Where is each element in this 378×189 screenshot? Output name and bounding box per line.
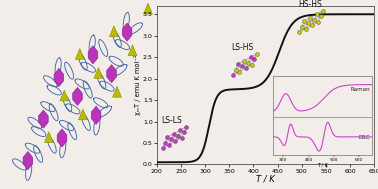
Polygon shape <box>73 87 82 105</box>
Text: LS-LS: LS-LS <box>161 115 182 125</box>
Y-axis label: χₘT / emu K mol⁻¹: χₘT / emu K mol⁻¹ <box>135 55 141 115</box>
Polygon shape <box>23 152 33 170</box>
Polygon shape <box>107 65 116 83</box>
Polygon shape <box>57 129 67 147</box>
Polygon shape <box>144 3 152 14</box>
Polygon shape <box>39 110 48 128</box>
Text: LS-HS: LS-HS <box>232 43 254 52</box>
Polygon shape <box>128 45 137 56</box>
Polygon shape <box>110 26 118 37</box>
Polygon shape <box>54 68 64 87</box>
Polygon shape <box>88 46 98 64</box>
Polygon shape <box>122 23 132 41</box>
Polygon shape <box>44 132 53 143</box>
Polygon shape <box>79 109 87 120</box>
Text: HS-HS: HS-HS <box>298 0 322 9</box>
Polygon shape <box>94 67 103 78</box>
X-axis label: T / K: T / K <box>256 175 275 184</box>
Polygon shape <box>60 90 69 101</box>
Polygon shape <box>113 86 121 97</box>
Polygon shape <box>75 49 84 59</box>
Polygon shape <box>91 106 101 124</box>
